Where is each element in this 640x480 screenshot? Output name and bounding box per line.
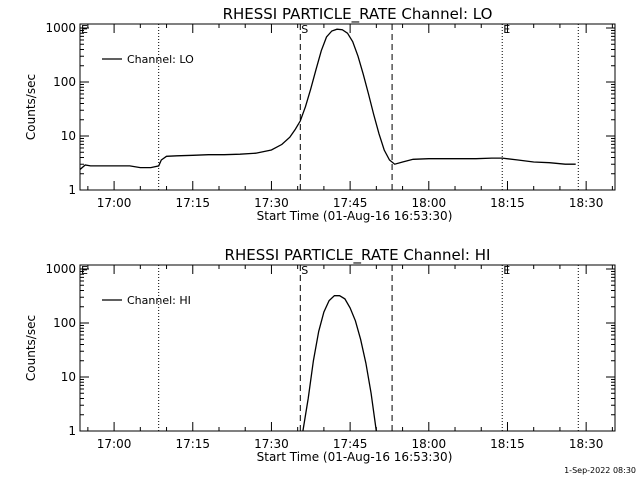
corner-marker-label: E <box>81 23 88 36</box>
x-tick-label: 17:30 <box>254 437 289 451</box>
y-tick-label: 1 <box>68 183 76 197</box>
x-tick-label: 18:15 <box>490 437 525 451</box>
x-tick-label: 18:00 <box>412 196 447 210</box>
y-tick-label: 100 <box>53 75 76 89</box>
chart-title: RHESSI PARTICLE_RATE Channel: LO <box>223 5 493 24</box>
x-tick-label: 17:30 <box>254 196 289 210</box>
y-tick-label: 1000 <box>45 262 76 276</box>
y-axis-label: Counts/sec <box>24 74 38 140</box>
y-tick-label: 100 <box>53 316 76 330</box>
series-line <box>302 295 377 432</box>
x-tick-label: 17:45 <box>333 437 368 451</box>
legend-label: Channel: LO <box>127 53 194 66</box>
x-tick-label: 17:00 <box>97 437 132 451</box>
x-tick-label: 18:00 <box>412 437 447 451</box>
chart-title: RHESSI PARTICLE_RATE Channel: HI <box>225 246 491 265</box>
x-tick-label: 18:30 <box>569 196 604 210</box>
y-axis-label: Counts/sec <box>24 315 38 381</box>
y-tick-label: 10 <box>61 370 76 384</box>
x-tick-label: 17:15 <box>175 196 210 210</box>
chart-panel-hi: RHESSI PARTICLE_RATE Channel: HI 1 10 100 10… <box>24 246 616 464</box>
plot-frame <box>79 264 616 432</box>
y-tick-label: 1 <box>68 424 76 438</box>
x-tick-label: 18:30 <box>569 437 604 451</box>
x-tick-label: 17:15 <box>175 437 210 451</box>
x-tick-label: 17:00 <box>97 196 132 210</box>
legend-label: Channel: HI <box>127 294 191 307</box>
time-marker-label: E <box>503 264 510 277</box>
series-line <box>79 28 576 170</box>
x-tick-label: 17:45 <box>333 196 368 210</box>
time-marker-label: S <box>301 23 308 36</box>
x-axis-label: Start Time (01-Aug-16 16:53:30) <box>257 450 453 464</box>
x-tick-label: 18:15 <box>490 196 525 210</box>
time-marker-label: S <box>301 264 308 277</box>
chart-panel-lo: RHESSI PARTICLE_RATE Channel: LO 1 10 100 10… <box>24 5 616 223</box>
x-axis-label: Start Time (01-Aug-16 16:53:30) <box>257 209 453 223</box>
y-tick-label: 1000 <box>45 21 76 35</box>
time-marker-label: E <box>503 23 510 36</box>
y-tick-label: 10 <box>61 129 76 143</box>
corner-marker-label: E <box>81 264 88 277</box>
plot-frame <box>79 23 616 191</box>
plot-timestamp: 1-Sep-2022 08:30 <box>564 466 636 475</box>
